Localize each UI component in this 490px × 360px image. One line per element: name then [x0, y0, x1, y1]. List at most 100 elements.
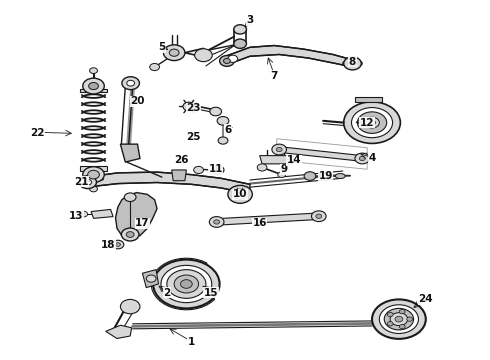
- Circle shape: [357, 112, 387, 134]
- Circle shape: [90, 186, 98, 192]
- Text: 18: 18: [101, 239, 116, 249]
- Text: 25: 25: [187, 132, 201, 142]
- Circle shape: [216, 168, 220, 172]
- Circle shape: [167, 270, 206, 298]
- Circle shape: [121, 300, 140, 314]
- Text: 20: 20: [130, 96, 145, 106]
- Circle shape: [161, 265, 212, 303]
- Circle shape: [387, 321, 393, 326]
- Circle shape: [379, 305, 418, 333]
- Circle shape: [312, 211, 326, 222]
- Polygon shape: [279, 147, 362, 161]
- Circle shape: [84, 179, 92, 185]
- Circle shape: [228, 55, 238, 62]
- Circle shape: [316, 214, 322, 219]
- Text: 11: 11: [208, 164, 223, 174]
- Text: 26: 26: [174, 155, 189, 165]
- Text: 21: 21: [74, 177, 89, 187]
- Circle shape: [343, 102, 400, 143]
- Circle shape: [80, 211, 88, 217]
- Polygon shape: [260, 156, 292, 164]
- Circle shape: [355, 153, 369, 164]
- Text: 24: 24: [418, 294, 433, 304]
- Circle shape: [407, 317, 413, 321]
- Circle shape: [220, 55, 234, 66]
- Circle shape: [174, 275, 198, 293]
- Circle shape: [214, 220, 220, 224]
- Circle shape: [223, 58, 230, 63]
- Circle shape: [228, 185, 252, 203]
- Circle shape: [147, 275, 156, 282]
- Text: 19: 19: [318, 171, 333, 181]
- Circle shape: [212, 166, 224, 174]
- Circle shape: [150, 63, 159, 71]
- Text: 13: 13: [69, 211, 84, 221]
- Polygon shape: [143, 270, 159, 288]
- Circle shape: [304, 172, 316, 180]
- Text: 16: 16: [252, 218, 267, 228]
- Text: 8: 8: [349, 57, 356, 67]
- Circle shape: [169, 49, 179, 56]
- Circle shape: [276, 147, 282, 152]
- Circle shape: [384, 309, 414, 330]
- Polygon shape: [106, 325, 132, 338]
- Circle shape: [90, 68, 98, 73]
- Circle shape: [183, 102, 195, 111]
- Ellipse shape: [335, 174, 345, 179]
- Text: 5: 5: [158, 42, 166, 52]
- Circle shape: [122, 77, 140, 90]
- Circle shape: [272, 144, 287, 155]
- Circle shape: [89, 82, 98, 90]
- Circle shape: [88, 170, 99, 179]
- Circle shape: [387, 312, 393, 317]
- Circle shape: [257, 164, 267, 171]
- Text: 14: 14: [287, 155, 301, 165]
- Circle shape: [359, 156, 365, 161]
- Circle shape: [278, 172, 286, 177]
- Circle shape: [234, 39, 246, 48]
- Circle shape: [368, 120, 375, 125]
- Circle shape: [390, 313, 408, 325]
- Circle shape: [163, 45, 185, 60]
- Circle shape: [348, 60, 356, 66]
- Polygon shape: [151, 258, 215, 310]
- Circle shape: [83, 167, 104, 183]
- Circle shape: [195, 49, 212, 62]
- Circle shape: [372, 300, 426, 339]
- Circle shape: [395, 316, 403, 322]
- Text: 4: 4: [368, 153, 376, 163]
- Text: 9: 9: [281, 164, 288, 174]
- Polygon shape: [172, 170, 186, 181]
- Circle shape: [399, 324, 405, 329]
- Circle shape: [124, 193, 136, 202]
- Polygon shape: [216, 213, 319, 225]
- Polygon shape: [80, 166, 107, 171]
- Circle shape: [194, 166, 203, 174]
- Circle shape: [365, 117, 379, 128]
- Circle shape: [209, 217, 224, 227]
- Circle shape: [83, 78, 104, 94]
- Circle shape: [153, 260, 220, 309]
- Polygon shape: [80, 89, 107, 92]
- Circle shape: [127, 80, 135, 86]
- Polygon shape: [355, 97, 382, 102]
- Circle shape: [343, 57, 361, 70]
- Text: 3: 3: [246, 15, 253, 26]
- Circle shape: [116, 243, 121, 246]
- Circle shape: [237, 192, 243, 197]
- Text: 10: 10: [233, 189, 247, 199]
- Circle shape: [217, 117, 229, 125]
- Text: 17: 17: [135, 218, 150, 228]
- Polygon shape: [91, 210, 113, 219]
- Polygon shape: [116, 193, 157, 238]
- Circle shape: [351, 108, 392, 138]
- Circle shape: [233, 189, 247, 199]
- Text: 2: 2: [163, 288, 171, 298]
- Polygon shape: [86, 172, 250, 194]
- Circle shape: [79, 176, 97, 189]
- Circle shape: [234, 25, 246, 34]
- Circle shape: [112, 240, 124, 249]
- Text: 1: 1: [188, 337, 195, 347]
- Polygon shape: [225, 45, 352, 67]
- Text: 6: 6: [224, 125, 231, 135]
